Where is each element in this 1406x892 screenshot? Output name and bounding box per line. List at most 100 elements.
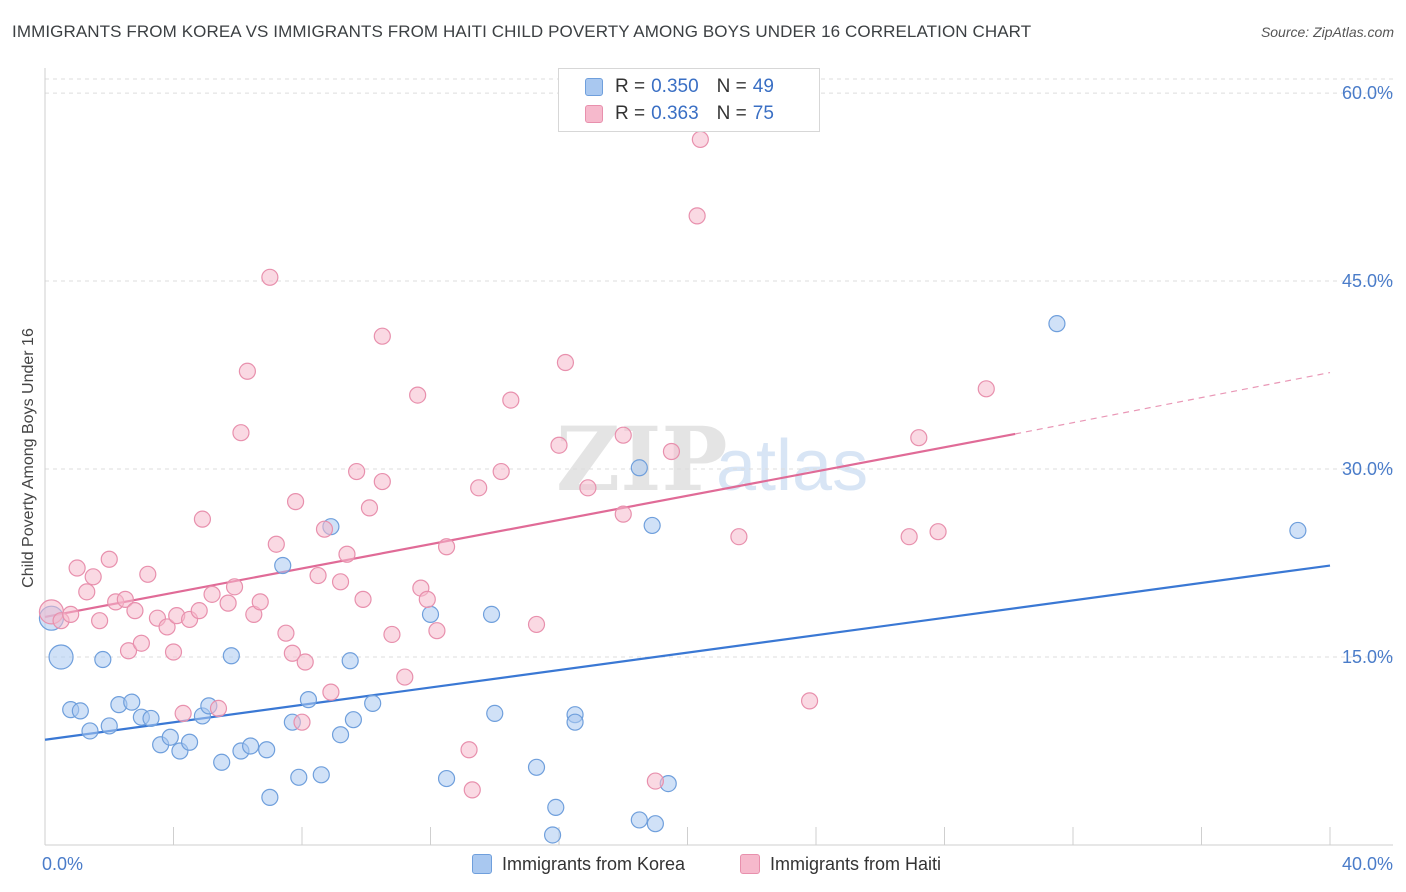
korea-point [180,733,199,751]
haiti-point [322,683,340,701]
haiti-n-label: N = [716,103,747,124]
y-tick-label: 60.0% [1342,83,1393,103]
korea-point [437,769,456,788]
haiti-point [338,545,356,563]
y-tick-label: 30.0% [1342,459,1393,479]
haiti-point [238,362,256,380]
bottom-legend-korea: Immigrants from Korea [472,852,685,876]
x-tick-label-max: 40.0% [1342,854,1393,874]
haiti-point [267,535,285,553]
haiti-point [68,559,86,577]
haiti-point [119,642,138,660]
x-tick-label-min: 0.0% [42,854,83,874]
haiti-trend-line [44,432,1016,618]
haiti-point [360,499,379,517]
korea-swatch-icon [585,78,603,96]
haiti-point [209,699,228,717]
korea-point [94,650,112,669]
haiti-point [251,593,269,611]
korea-n-value: 49 [752,76,774,97]
haiti-point [502,391,520,409]
data-points [38,130,1307,844]
haiti-point [373,472,391,491]
haiti-point [132,634,150,652]
haiti-point [190,602,208,620]
haiti-point [296,653,314,671]
haiti-point [193,510,212,528]
korea-legend-swatch-icon [472,854,492,874]
haiti-point [219,594,237,612]
korea-point [222,647,240,665]
haiti-trend-extension [1015,371,1331,435]
haiti-point [373,327,391,345]
haiti-point [203,585,221,603]
haiti-r-value: 0.363 [651,103,699,124]
korea-point [421,605,440,624]
korea-point [527,758,546,776]
korea-point [331,726,350,744]
trend-lines [44,371,1331,741]
haiti-r-label: R = [615,103,646,124]
y-tick-label: 45.0% [1342,271,1393,291]
korea-point [566,713,584,731]
legend-row-haiti: R = 0.363 N = 75 [585,101,774,127]
haiti-point [116,590,134,608]
haiti-point [428,622,446,640]
haiti-point [550,436,568,454]
haiti-point [579,479,597,497]
haiti-point [78,583,96,601]
haiti-point [293,713,311,731]
korea-point [123,693,141,711]
haiti-point [437,538,456,556]
haiti-point [418,590,436,608]
source-label: Source: ZipAtlas.com [1260,24,1394,40]
haiti-point [492,462,510,481]
korea-point [482,605,501,624]
haiti-point [527,615,546,634]
korea-point [213,753,231,771]
haiti-n-value: 75 [752,103,774,124]
watermark-zip: ZIP [556,407,728,511]
haiti-point [164,643,183,661]
haiti-point [277,624,295,642]
haiti-point [470,479,488,497]
korea-point [48,644,74,670]
axis-labels: 15.0% 30.0% 45.0% 60.0% 0.0% 40.0% Child Pover… [20,83,1393,874]
haiti-point [929,523,947,541]
haiti-point [261,268,279,286]
korea-point [274,556,292,575]
korea-point [543,826,562,844]
axes [44,68,1393,846]
korea-point [630,811,648,829]
haiti-point [354,590,372,608]
haiti-point [283,644,301,662]
korea-point [312,766,330,784]
y-tick-label: 15.0% [1342,647,1393,667]
korea-point [161,728,179,746]
haiti-point [286,493,305,511]
korea-point [81,722,99,740]
haiti-point [614,426,632,444]
korea-point [100,717,118,735]
legend-row-korea: R = 0.350 N = 49 [585,74,774,100]
haiti-legend-label: Immigrants from Haiti [770,853,942,874]
korea-point [344,711,362,729]
korea-point [646,815,664,833]
korea-point [1048,315,1066,333]
haiti-point [62,605,80,624]
haiti-point [646,772,664,790]
haiti-point [730,528,748,546]
korea-point [142,709,160,728]
korea-point [547,798,565,817]
korea-point [71,702,89,720]
haiti-point [331,573,350,591]
korea-point [258,741,276,759]
haiti-point [309,566,327,585]
haiti-point [91,612,109,630]
korea-point [341,652,359,670]
korea-point [364,694,382,712]
haiti-point [139,565,157,583]
bottom-legend-haiti: Immigrants from Haiti [740,852,941,876]
korea-point [1289,521,1307,540]
korea-point [299,691,318,709]
